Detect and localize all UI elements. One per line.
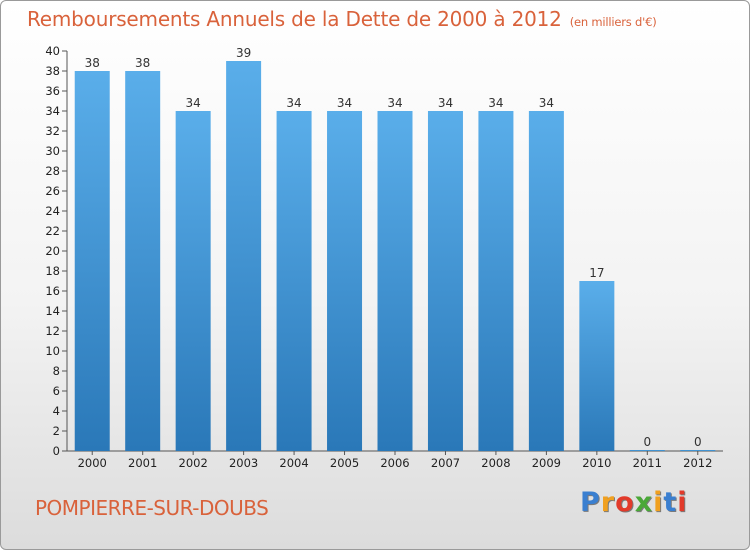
y-tick-label: 16 <box>45 284 60 298</box>
bar-2001 <box>125 71 161 451</box>
bar-2007 <box>427 111 463 451</box>
data-label-2007: 34 <box>438 96 453 110</box>
data-label-2003: 39 <box>236 46 251 60</box>
y-tick-label: 18 <box>45 264 60 278</box>
data-label-2010: 17 <box>589 266 604 280</box>
data-label-2004: 34 <box>286 96 301 110</box>
x-tick-label-2010: 2010 <box>582 456 611 470</box>
y-tick-label: 10 <box>45 344 60 358</box>
x-tick-label-2005: 2005 <box>330 456 359 470</box>
data-label-2000: 38 <box>85 56 100 70</box>
x-tick-label-2008: 2008 <box>481 456 510 470</box>
data-label-2006: 34 <box>387 96 402 110</box>
y-tick-label: 38 <box>45 64 60 78</box>
y-tick-label: 4 <box>53 404 60 418</box>
data-label-2011: 0 <box>643 435 651 449</box>
data-label-2001: 38 <box>135 56 150 70</box>
bar-2002 <box>175 111 211 451</box>
bar-2011 <box>629 450 665 451</box>
x-tick-label-2011: 2011 <box>633 456 662 470</box>
bar-2006 <box>377 111 413 451</box>
y-tick-label: 28 <box>45 164 60 178</box>
x-tick-label-2006: 2006 <box>380 456 409 470</box>
city-name: POMPIERRE-SUR-DOUBS <box>35 496 269 520</box>
logo-letter: P <box>580 487 601 518</box>
data-label-2002: 34 <box>186 96 201 110</box>
bar-2008 <box>478 111 514 451</box>
x-tick-label-2003: 2003 <box>229 456 258 470</box>
bar-2000 <box>74 71 110 451</box>
data-label-2012: 0 <box>694 435 702 449</box>
y-tick-label: 14 <box>45 304 60 318</box>
chart-title-text: Remboursements Annuels de la Dette de 20… <box>27 7 562 31</box>
bar-2010 <box>579 281 615 451</box>
proxiti-logo[interactable]: Proxiti <box>580 487 688 518</box>
x-tick-label-2002: 2002 <box>179 456 208 470</box>
bar-2005 <box>327 111 363 451</box>
y-tick-label: 22 <box>45 224 60 238</box>
y-tick-label: 6 <box>53 384 60 398</box>
logo-letter: r <box>600 487 616 518</box>
logo-letter: o <box>615 487 635 518</box>
y-tick-label: 20 <box>45 244 60 258</box>
data-label-2008: 34 <box>488 96 503 110</box>
y-tick-label: 0 <box>53 444 60 458</box>
logo-letter: t <box>663 487 678 518</box>
bar-2009 <box>528 111 564 451</box>
x-tick-label-2012: 2012 <box>683 456 712 470</box>
logo-letter: i <box>677 487 688 518</box>
logo-letter: x <box>634 487 654 518</box>
y-tick-label: 40 <box>45 44 60 58</box>
x-tick-label-2009: 2009 <box>532 456 561 470</box>
bar-2003 <box>226 61 262 451</box>
bar-2004 <box>276 111 312 451</box>
y-tick-label: 8 <box>53 364 60 378</box>
y-tick-label: 36 <box>45 84 60 98</box>
x-tick-label-2000: 2000 <box>78 456 107 470</box>
y-tick-label: 24 <box>45 204 60 218</box>
logo-letter: i <box>653 487 664 518</box>
data-label-2005: 34 <box>337 96 352 110</box>
chart-title: Remboursements Annuels de la Dette de 20… <box>27 7 657 31</box>
y-tick-label: 34 <box>45 104 60 118</box>
y-tick-label: 12 <box>45 324 60 338</box>
x-tick-label-2001: 2001 <box>128 456 157 470</box>
y-tick-label: 32 <box>45 124 60 138</box>
data-label-2009: 34 <box>539 96 554 110</box>
bar-2012 <box>680 450 716 451</box>
y-tick-label: 2 <box>53 424 60 438</box>
x-tick-label-2007: 2007 <box>431 456 460 470</box>
x-tick-label-2004: 2004 <box>279 456 308 470</box>
y-tick-label: 30 <box>45 144 60 158</box>
chart-unit-note: (en milliers d'€) <box>569 15 657 29</box>
y-tick-label: 26 <box>45 184 60 198</box>
